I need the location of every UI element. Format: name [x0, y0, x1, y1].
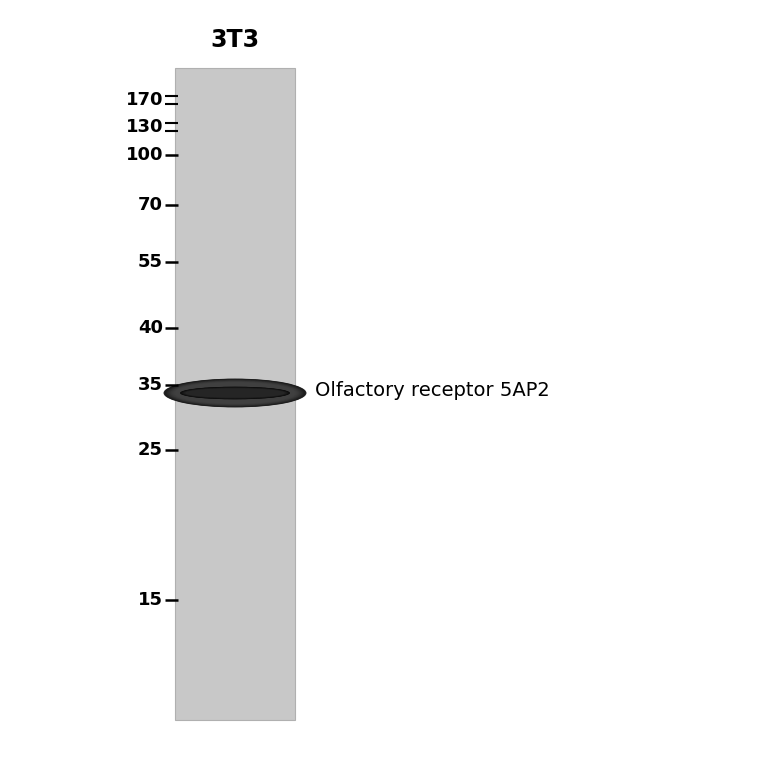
Text: 3T3: 3T3	[210, 28, 260, 52]
Ellipse shape	[185, 388, 285, 398]
Ellipse shape	[174, 382, 296, 404]
Ellipse shape	[182, 387, 288, 399]
Ellipse shape	[171, 381, 299, 405]
Text: 170: 170	[125, 91, 163, 109]
Ellipse shape	[184, 388, 286, 398]
Ellipse shape	[181, 387, 290, 399]
Ellipse shape	[184, 388, 286, 398]
Ellipse shape	[183, 388, 286, 398]
Bar	[175, 68, 295, 720]
Ellipse shape	[182, 387, 289, 399]
Ellipse shape	[164, 379, 306, 407]
Text: 70: 70	[138, 196, 163, 214]
Text: 35: 35	[138, 376, 163, 394]
Ellipse shape	[173, 381, 297, 404]
Text: 55: 55	[138, 253, 163, 271]
Ellipse shape	[163, 379, 306, 407]
Text: 25: 25	[138, 441, 163, 459]
Text: 15: 15	[138, 591, 163, 609]
Ellipse shape	[168, 380, 302, 406]
Ellipse shape	[174, 382, 296, 404]
Ellipse shape	[170, 380, 299, 405]
Ellipse shape	[172, 381, 298, 405]
Ellipse shape	[167, 380, 303, 406]
Ellipse shape	[183, 387, 286, 398]
Ellipse shape	[167, 380, 304, 406]
Text: 40: 40	[138, 319, 163, 337]
Ellipse shape	[169, 380, 301, 406]
Text: Olfactory receptor 5AP2: Olfactory receptor 5AP2	[315, 380, 550, 400]
Ellipse shape	[167, 380, 303, 406]
Ellipse shape	[165, 379, 305, 407]
Ellipse shape	[166, 379, 304, 406]
Ellipse shape	[180, 387, 290, 399]
Ellipse shape	[185, 388, 285, 397]
Ellipse shape	[180, 387, 290, 400]
Ellipse shape	[183, 387, 287, 398]
Ellipse shape	[181, 387, 289, 399]
Ellipse shape	[183, 387, 287, 399]
Text: 100: 100	[125, 146, 163, 164]
Ellipse shape	[186, 389, 284, 397]
Text: 130: 130	[125, 118, 163, 136]
Ellipse shape	[173, 382, 297, 404]
Ellipse shape	[170, 380, 300, 406]
